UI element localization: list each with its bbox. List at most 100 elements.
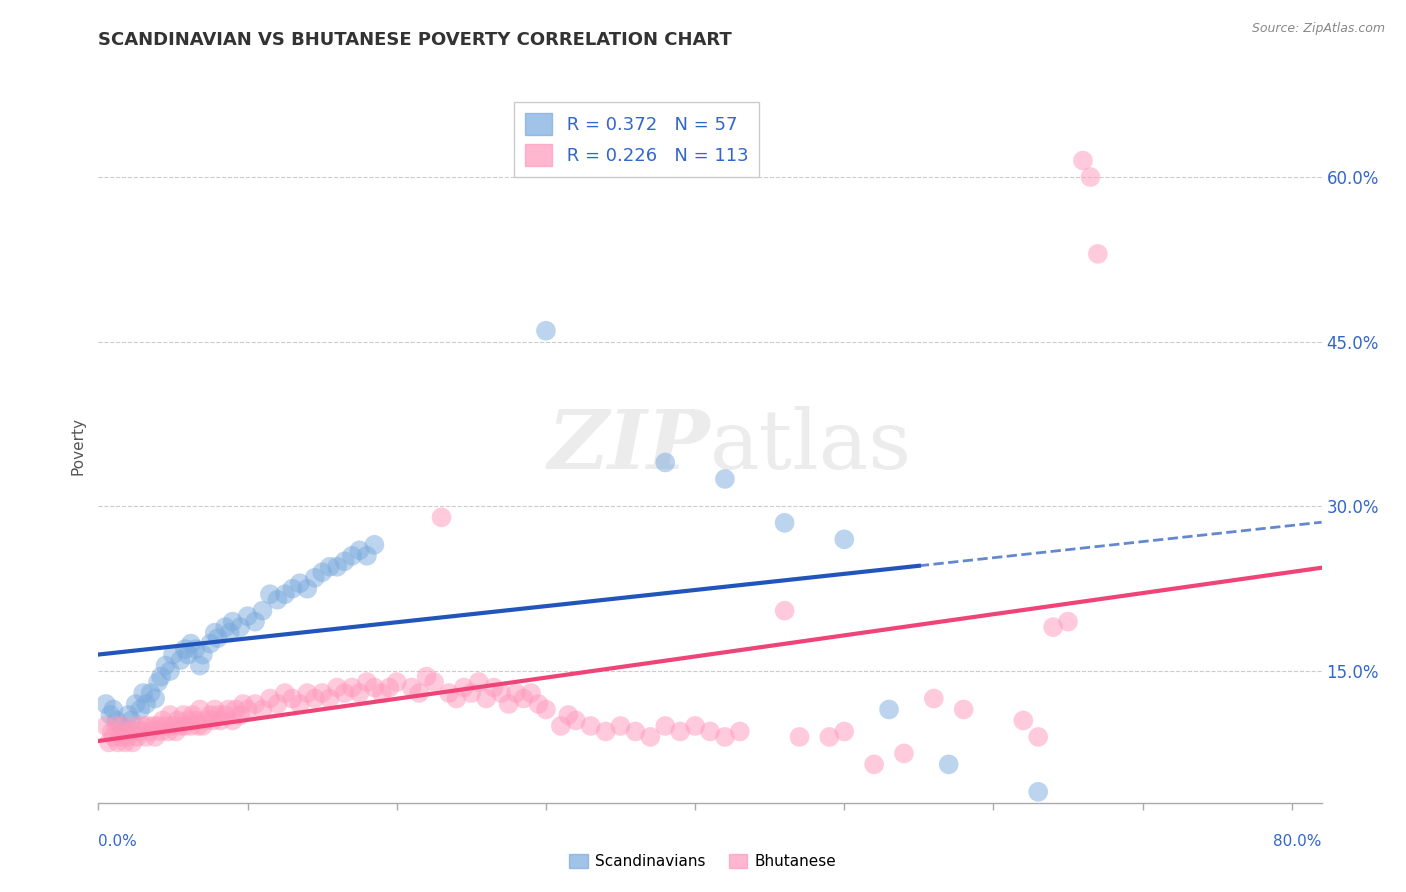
Point: [714, 730, 737, 744]
Text: atlas: atlas: [710, 406, 912, 486]
Point: [437, 686, 460, 700]
Point: [142, 719, 165, 733]
Point: [1071, 153, 1094, 168]
Point: [363, 538, 385, 552]
Point: [209, 714, 232, 728]
Point: [1026, 785, 1049, 799]
Point: [169, 719, 191, 733]
Point: [125, 697, 148, 711]
Point: [595, 724, 617, 739]
Point: [415, 669, 437, 683]
Point: [520, 686, 543, 700]
Point: [98, 708, 121, 723]
Point: [143, 691, 166, 706]
Point: [188, 658, 211, 673]
Point: [174, 642, 197, 657]
Point: [453, 681, 475, 695]
Point: [172, 708, 194, 723]
Point: [773, 604, 796, 618]
Point: [111, 719, 134, 733]
Point: [527, 697, 550, 711]
Point: [423, 675, 446, 690]
Point: [266, 592, 288, 607]
Point: [143, 730, 166, 744]
Point: [110, 730, 132, 744]
Point: [505, 686, 527, 700]
Point: [97, 735, 120, 749]
Point: [832, 724, 855, 739]
Point: [773, 516, 796, 530]
Point: [236, 702, 259, 716]
Point: [150, 669, 173, 683]
Point: [378, 681, 401, 695]
Point: [1012, 714, 1035, 728]
Point: [162, 648, 184, 662]
Point: [475, 691, 498, 706]
Point: [180, 637, 202, 651]
Point: [236, 609, 259, 624]
Point: [259, 691, 281, 706]
Point: [150, 724, 173, 739]
Point: [728, 724, 751, 739]
Point: [229, 620, 252, 634]
Point: [534, 324, 557, 338]
Point: [266, 697, 288, 711]
Point: [200, 637, 222, 651]
Point: [184, 714, 207, 728]
Point: [349, 686, 371, 700]
Point: [184, 642, 207, 657]
Point: [408, 686, 430, 700]
Point: [221, 615, 243, 629]
Point: [135, 730, 157, 744]
Point: [468, 675, 491, 690]
Point: [103, 730, 125, 744]
Point: [297, 686, 319, 700]
Point: [609, 719, 631, 733]
Point: [430, 510, 453, 524]
Point: [340, 549, 363, 563]
Point: [155, 658, 177, 673]
Point: [699, 724, 721, 739]
Text: 0.0%: 0.0%: [98, 834, 138, 849]
Point: [534, 702, 557, 716]
Point: [340, 681, 363, 695]
Point: [938, 757, 960, 772]
Point: [714, 472, 737, 486]
Point: [177, 648, 200, 662]
Point: [202, 714, 225, 728]
Point: [818, 730, 841, 744]
Point: [114, 724, 136, 739]
Point: [162, 719, 184, 733]
Point: [105, 719, 128, 733]
Point: [297, 582, 319, 596]
Point: [832, 533, 855, 547]
Point: [94, 719, 117, 733]
Point: [194, 714, 217, 728]
Point: [288, 576, 311, 591]
Point: [132, 719, 155, 733]
Point: [281, 691, 304, 706]
Point: [139, 724, 162, 739]
Point: [281, 582, 304, 596]
Point: [363, 681, 385, 695]
Point: [356, 549, 378, 563]
Point: [169, 653, 191, 667]
Point: [789, 730, 811, 744]
Point: [274, 587, 297, 601]
Point: [311, 686, 333, 700]
Point: [114, 735, 136, 749]
Point: [460, 686, 482, 700]
Point: [188, 702, 211, 716]
Point: [333, 554, 356, 568]
Point: [326, 681, 349, 695]
Point: [243, 615, 266, 629]
Point: [129, 724, 152, 739]
Point: [863, 757, 886, 772]
Point: [446, 691, 468, 706]
Point: [159, 708, 181, 723]
Point: [683, 719, 706, 733]
Text: SCANDINAVIAN VS BHUTANESE POVERTY CORRELATION CHART: SCANDINAVIAN VS BHUTANESE POVERTY CORREL…: [98, 31, 733, 49]
Point: [139, 686, 162, 700]
Point: [191, 719, 214, 733]
Point: [135, 697, 157, 711]
